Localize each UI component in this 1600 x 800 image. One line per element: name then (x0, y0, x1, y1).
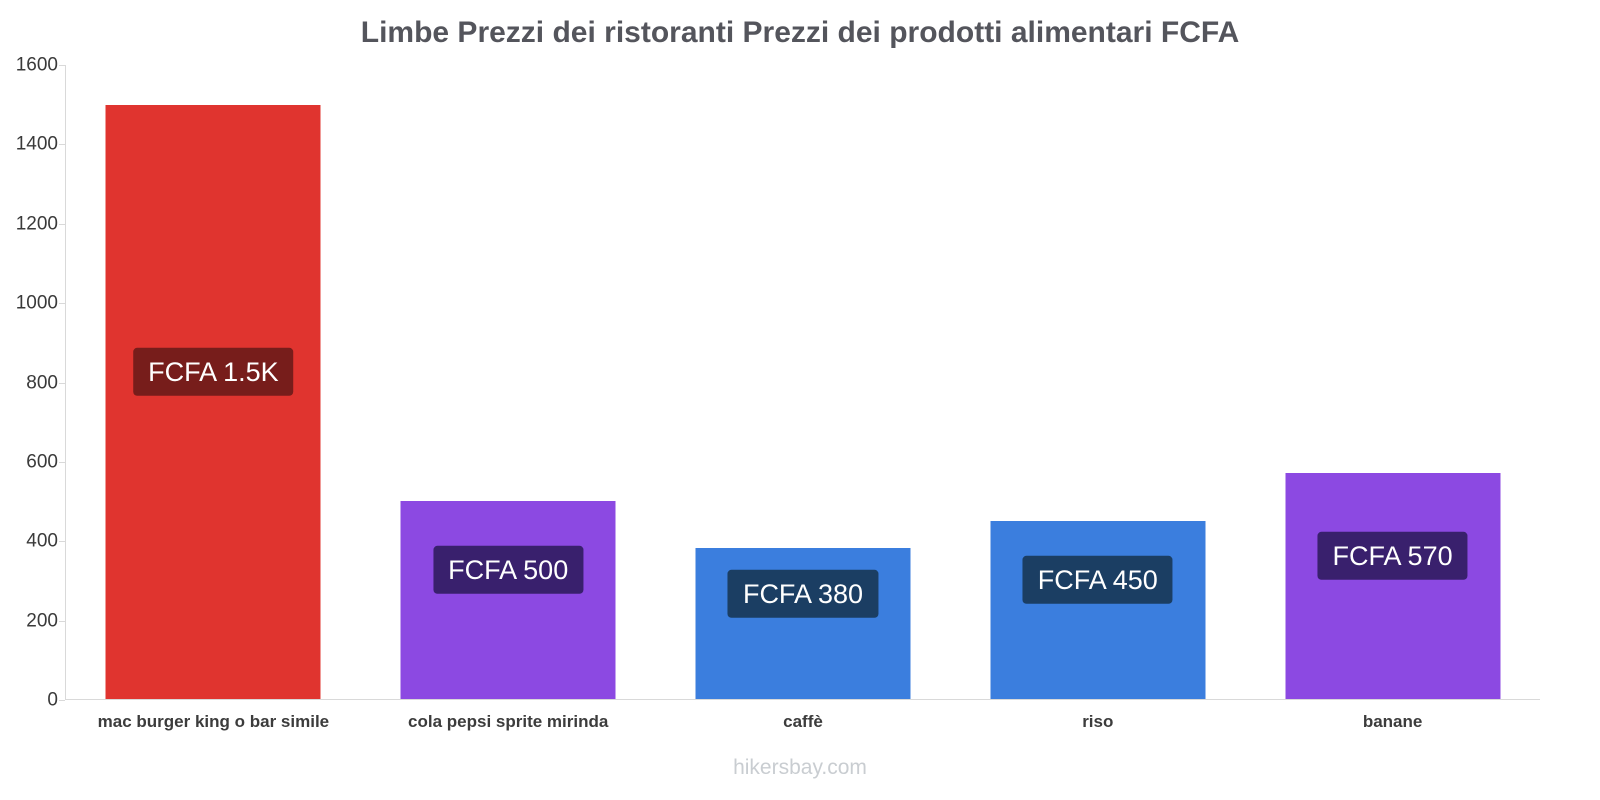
y-tick-label: 600 (26, 451, 58, 473)
bar[interactable]: FCFA 380 (695, 548, 911, 699)
y-tick-mark (59, 223, 65, 225)
y-axis: 0 200 400 600 800 1000 1200 1400 1600 (0, 56, 58, 710)
y-tick-mark (59, 382, 65, 384)
y-tick-label: 1400 (15, 133, 58, 155)
bar-group: FCFA 380 caffè (656, 65, 951, 731)
bar-value-label: FCFA 1.5K (133, 347, 294, 397)
bar-value-label: FCFA 380 (727, 569, 879, 618)
y-tick-mark (59, 700, 65, 701)
category-label: riso (1082, 712, 1114, 731)
bar[interactable]: FCFA 500 (400, 500, 616, 699)
bar-value-label: FCFA 500 (433, 545, 584, 595)
bar[interactable]: FCFA 570 (1285, 473, 1501, 699)
y-tick-label: 200 (26, 610, 58, 632)
y-tick-mark (59, 303, 65, 305)
bar-value-label: FCFA 570 (1317, 531, 1468, 581)
y-tick-mark (59, 144, 65, 146)
y-tick-mark (59, 65, 65, 66)
category-label: cola pepsi sprite mirinda (408, 712, 609, 731)
bar-group: FCFA 570 banane (1245, 65, 1540, 731)
bar-group: FCFA 450 riso (950, 65, 1245, 731)
y-tick-label: 1600 (15, 54, 58, 76)
bar-group: FCFA 500 cola pepsi sprite mirinda (361, 65, 656, 731)
chart-title: Limbe Prezzi dei ristoranti Prezzi dei p… (360, 16, 1240, 49)
y-tick-label: 1000 (15, 292, 58, 314)
y-tick-label: 1200 (15, 213, 58, 235)
bar[interactable]: FCFA 450 (990, 520, 1206, 699)
y-tick-label: 800 (26, 372, 58, 393)
bar-group: FCFA 1.5K mac burger king o bar simile (66, 65, 361, 731)
watermark-text: hikersbay.com (733, 756, 867, 779)
bar-value-label: FCFA 450 (1022, 555, 1173, 605)
y-tick-label: 0 (47, 689, 58, 711)
plot-area: FCFA 1.5K mac burger king o bar simile FCF… (65, 65, 1540, 731)
category-label: caffè (783, 712, 823, 731)
category-label: mac burger king o bar simile (97, 712, 330, 731)
bar[interactable]: FCFA 1.5K (105, 104, 321, 699)
category-label: banane (1362, 712, 1423, 731)
y-tick-mark (59, 620, 65, 622)
y-tick-mark (59, 461, 65, 463)
y-tick-label: 400 (26, 530, 58, 552)
y-tick-mark (59, 541, 65, 543)
